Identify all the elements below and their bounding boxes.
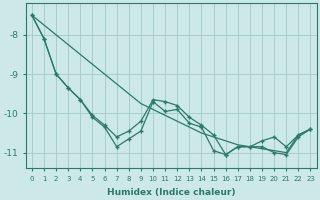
X-axis label: Humidex (Indice chaleur): Humidex (Indice chaleur) [107, 188, 236, 197]
